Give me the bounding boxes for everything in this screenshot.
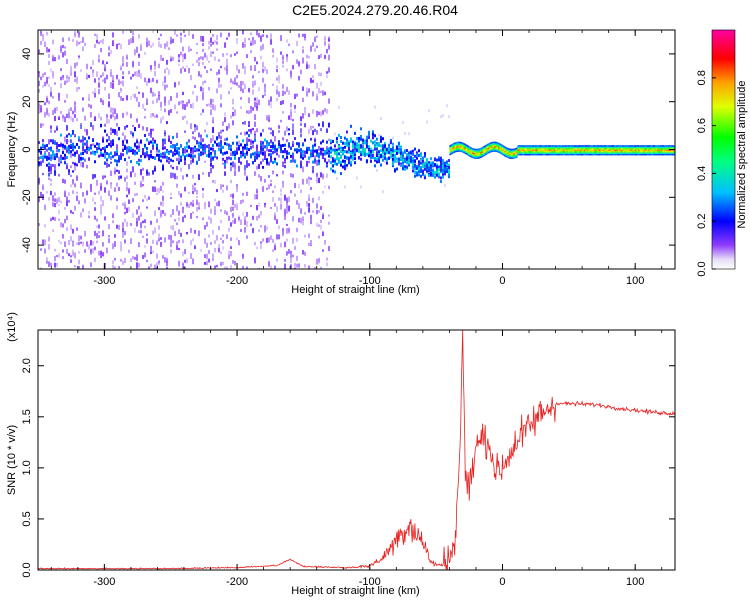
spectrogram-ytick-label: 40 (21, 48, 33, 60)
heatmap-region-0 (38, 30, 330, 269)
spectrogram-xtick-label: -100 (359, 275, 381, 287)
colorbar: 0.0 0.2 0.4 0.6 0.8 Normalized spectral ampli… (696, 29, 748, 277)
snr-frame (37, 329, 676, 571)
snr-ytick-label: 0.0 (21, 562, 33, 577)
spectrogram-xtick-label: -200 (226, 275, 248, 287)
spectrogram-xtick-label: 100 (626, 275, 644, 287)
colorbar-gradient (711, 29, 736, 270)
snr-xlabel: Height of straight line (km) (291, 585, 419, 597)
snr-series-line (38, 330, 675, 570)
snr-xtick-label: -200 (226, 576, 248, 588)
spectrogram-xtick-label: 0 (499, 275, 505, 287)
colorbar-tick-label: 0.0 (696, 261, 708, 276)
colorbar-tick-label: 0.8 (696, 70, 708, 85)
snr-ytick-label: 0.5 (21, 511, 33, 526)
spectrogram-heatmap (38, 30, 675, 269)
colorbar-tick-label: 0.6 (696, 118, 708, 133)
snr-line-plot (38, 330, 675, 570)
spectrogram-ytick-label: -20 (21, 189, 33, 205)
snr-ytick-label: 1.5 (21, 409, 33, 424)
snr-ylabel: SNR (10 * v/v) (6, 425, 18, 495)
colorbar-label: Normalized spectral amplitude (736, 81, 748, 229)
heatmap-region-2 (449, 141, 675, 159)
snr-ytick-label: 1.0 (21, 460, 33, 475)
snr-xtick-label: -300 (93, 576, 115, 588)
snr-ytick-label: 2.0 (21, 358, 33, 373)
snr-xtick-label: 100 (626, 576, 644, 588)
spectrogram-ylabel: Frequency (Hz) (6, 112, 18, 188)
spectrogram-ytick-label: 0 (21, 146, 33, 152)
spectrogram-ytick-label: 20 (21, 96, 33, 108)
snr-y-multiplier: (x10⁴) (6, 312, 18, 342)
spectrogram-xlabel: Height of straight line (km) (291, 284, 419, 296)
chart-title: C2E5.2024.279.20.46.R04 (292, 2, 458, 18)
spectrogram-ytick-label: -40 (21, 237, 33, 253)
colorbar-tick-label: 0.2 (696, 214, 708, 229)
snr-xtick-label: -100 (359, 576, 381, 588)
snr-xtick-label: 0 (499, 576, 505, 588)
heatmap-region-1 (329, 104, 450, 194)
spectrogram-xtick-label: -300 (93, 275, 115, 287)
colorbar-tick-label: 0.4 (696, 166, 708, 181)
